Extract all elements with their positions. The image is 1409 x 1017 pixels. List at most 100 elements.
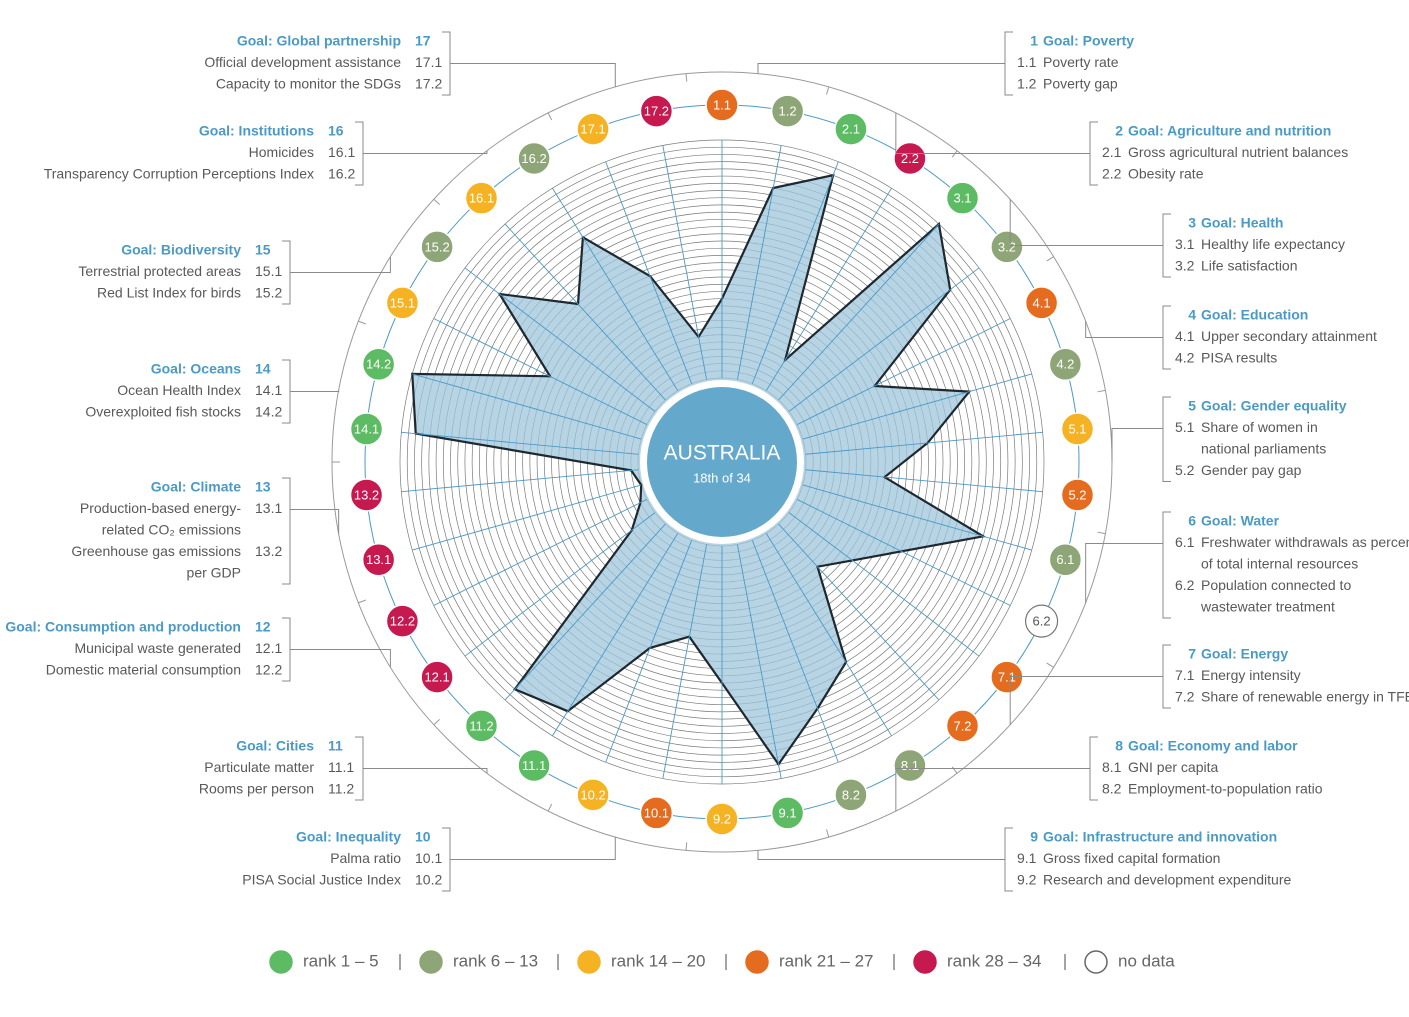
legend-marker xyxy=(745,950,769,974)
goal-number: 12 xyxy=(255,619,271,635)
goal-bracket xyxy=(282,240,291,305)
indicator-code: 1.2 xyxy=(779,104,797,119)
indicator-name: Homicides xyxy=(249,144,314,160)
indicator-code-label: 4.1 xyxy=(1175,328,1195,344)
goal-number: 17 xyxy=(415,33,431,49)
indicator-code-label: 9.2 xyxy=(1017,872,1037,888)
indicator-badge xyxy=(464,709,499,743)
indicator-name: Healthy life expectancy xyxy=(1201,236,1345,252)
center-disc xyxy=(647,387,797,537)
indicator-name: Research and development expenditure xyxy=(1043,872,1291,888)
indicator-code-label: 8.2 xyxy=(1102,781,1122,797)
indicator-code-label: 16.1 xyxy=(328,144,355,160)
indicator-code: 8.1 xyxy=(901,758,919,773)
segment-tick xyxy=(547,803,553,812)
goal-connector xyxy=(895,768,1090,812)
indicator-code: 1.1 xyxy=(713,97,731,112)
spoke xyxy=(778,223,940,401)
segment-tick xyxy=(951,766,958,774)
goal-number: 1 xyxy=(1030,33,1038,49)
spoke xyxy=(433,499,648,606)
goal-bracket xyxy=(355,121,364,186)
goal-title: Goal: Global partnership xyxy=(237,33,401,49)
indicator-name: Palma ratio xyxy=(330,850,401,866)
indicator-code-label: 13.2 xyxy=(255,543,282,559)
goal-connector xyxy=(1111,428,1163,462)
goal-bracket xyxy=(1089,736,1098,801)
indicator-badge xyxy=(1024,286,1059,320)
indicator-code-label: 3.1 xyxy=(1175,236,1195,252)
spoke xyxy=(765,533,892,737)
goal-bracket xyxy=(1162,305,1171,370)
indicator-name: Employment-to-population ratio xyxy=(1128,781,1323,797)
indicator-badge xyxy=(1048,347,1083,382)
goal-connector xyxy=(1085,321,1163,338)
indicator-code-label: 3.2 xyxy=(1175,258,1195,274)
goal-number: 3 xyxy=(1188,215,1196,231)
indicator-code-label: 6.2 xyxy=(1175,577,1195,593)
goal-connector xyxy=(450,63,616,87)
indicator-badge xyxy=(893,748,927,783)
indicator-name: Ocean Health Index xyxy=(117,382,241,398)
indicator-name: Domestic material consumption xyxy=(46,662,241,678)
legend-label: rank 1 – 5 xyxy=(303,951,379,970)
segment-tick xyxy=(1097,531,1106,535)
indicator-code: 9.1 xyxy=(779,805,797,820)
indicator-code-label: 7.1 xyxy=(1175,667,1195,683)
segment-tick xyxy=(826,86,830,95)
indicator-name: Terrestrial protected areas xyxy=(78,263,241,279)
indicator-badge xyxy=(834,112,868,146)
goal-bracket xyxy=(355,736,364,801)
indicator-code-label: 10.1 xyxy=(415,850,442,866)
spoke xyxy=(751,161,839,384)
indicator-code-label: 2.2 xyxy=(1102,166,1122,182)
indicator-badge xyxy=(1048,542,1083,577)
goal-title: Goal: Climate xyxy=(151,479,241,495)
indicator-name: wastewater treatment xyxy=(1200,599,1335,615)
indicator-name: Life satisfaction xyxy=(1201,258,1298,274)
spoke xyxy=(605,540,693,763)
indicator-badge xyxy=(770,94,805,128)
goal-number: 8 xyxy=(1115,738,1123,754)
spoke xyxy=(788,512,980,657)
legend-label: rank 28 – 34 xyxy=(947,951,1042,970)
spoke xyxy=(401,431,639,455)
center-subtitle: 18th of 34 xyxy=(693,470,751,485)
indicator-badge xyxy=(349,478,384,512)
legend-marker xyxy=(577,950,601,974)
segment-tick xyxy=(358,599,366,604)
spoke xyxy=(504,523,666,701)
indicator-badge xyxy=(1024,604,1059,638)
indicator-badge xyxy=(770,796,805,830)
indicator-name: Freshwater withdrawals as percent xyxy=(1201,534,1409,550)
segment-tick xyxy=(547,112,553,121)
indicator-code: 6.1 xyxy=(1056,552,1074,567)
indicator-code: 6.2 xyxy=(1033,614,1051,629)
indicator-name: PISA Social Justice Index xyxy=(242,872,401,888)
segment-tick xyxy=(685,842,688,851)
indicator-code-label: 4.2 xyxy=(1175,350,1195,366)
segment-tick xyxy=(826,829,830,838)
indicator-name: Obesity rate xyxy=(1128,166,1204,182)
goal-number: 2 xyxy=(1115,123,1123,139)
goal-title: Goal: Biodiversity xyxy=(121,242,241,258)
indicator-badge xyxy=(464,181,499,215)
indicator-code-label: 5.1 xyxy=(1175,419,1195,435)
goal-bracket xyxy=(1004,31,1013,96)
indicator-code-label: 8.1 xyxy=(1102,759,1122,775)
indicator-name: Share of renewable energy in TFEC xyxy=(1201,689,1409,705)
goal-number: 7 xyxy=(1188,646,1196,662)
indicator-name: GNI per capita xyxy=(1128,759,1218,775)
spoke xyxy=(504,223,666,401)
goal-title: Goal: Oceans xyxy=(151,361,241,377)
legend-label: rank 21 – 27 xyxy=(779,951,874,970)
goal-number: 15 xyxy=(255,242,271,258)
goal-bracket xyxy=(1162,511,1171,619)
indicator-badge xyxy=(576,112,610,146)
indicator-code-label: 6.1 xyxy=(1175,534,1195,550)
indicator-badge xyxy=(420,230,454,264)
indicator-name: Red List Index for birds xyxy=(97,285,241,301)
indicator-badge xyxy=(990,230,1024,264)
indicator-name: national parliaments xyxy=(1201,441,1326,457)
indicator-name: Production-based energy- xyxy=(80,500,241,516)
